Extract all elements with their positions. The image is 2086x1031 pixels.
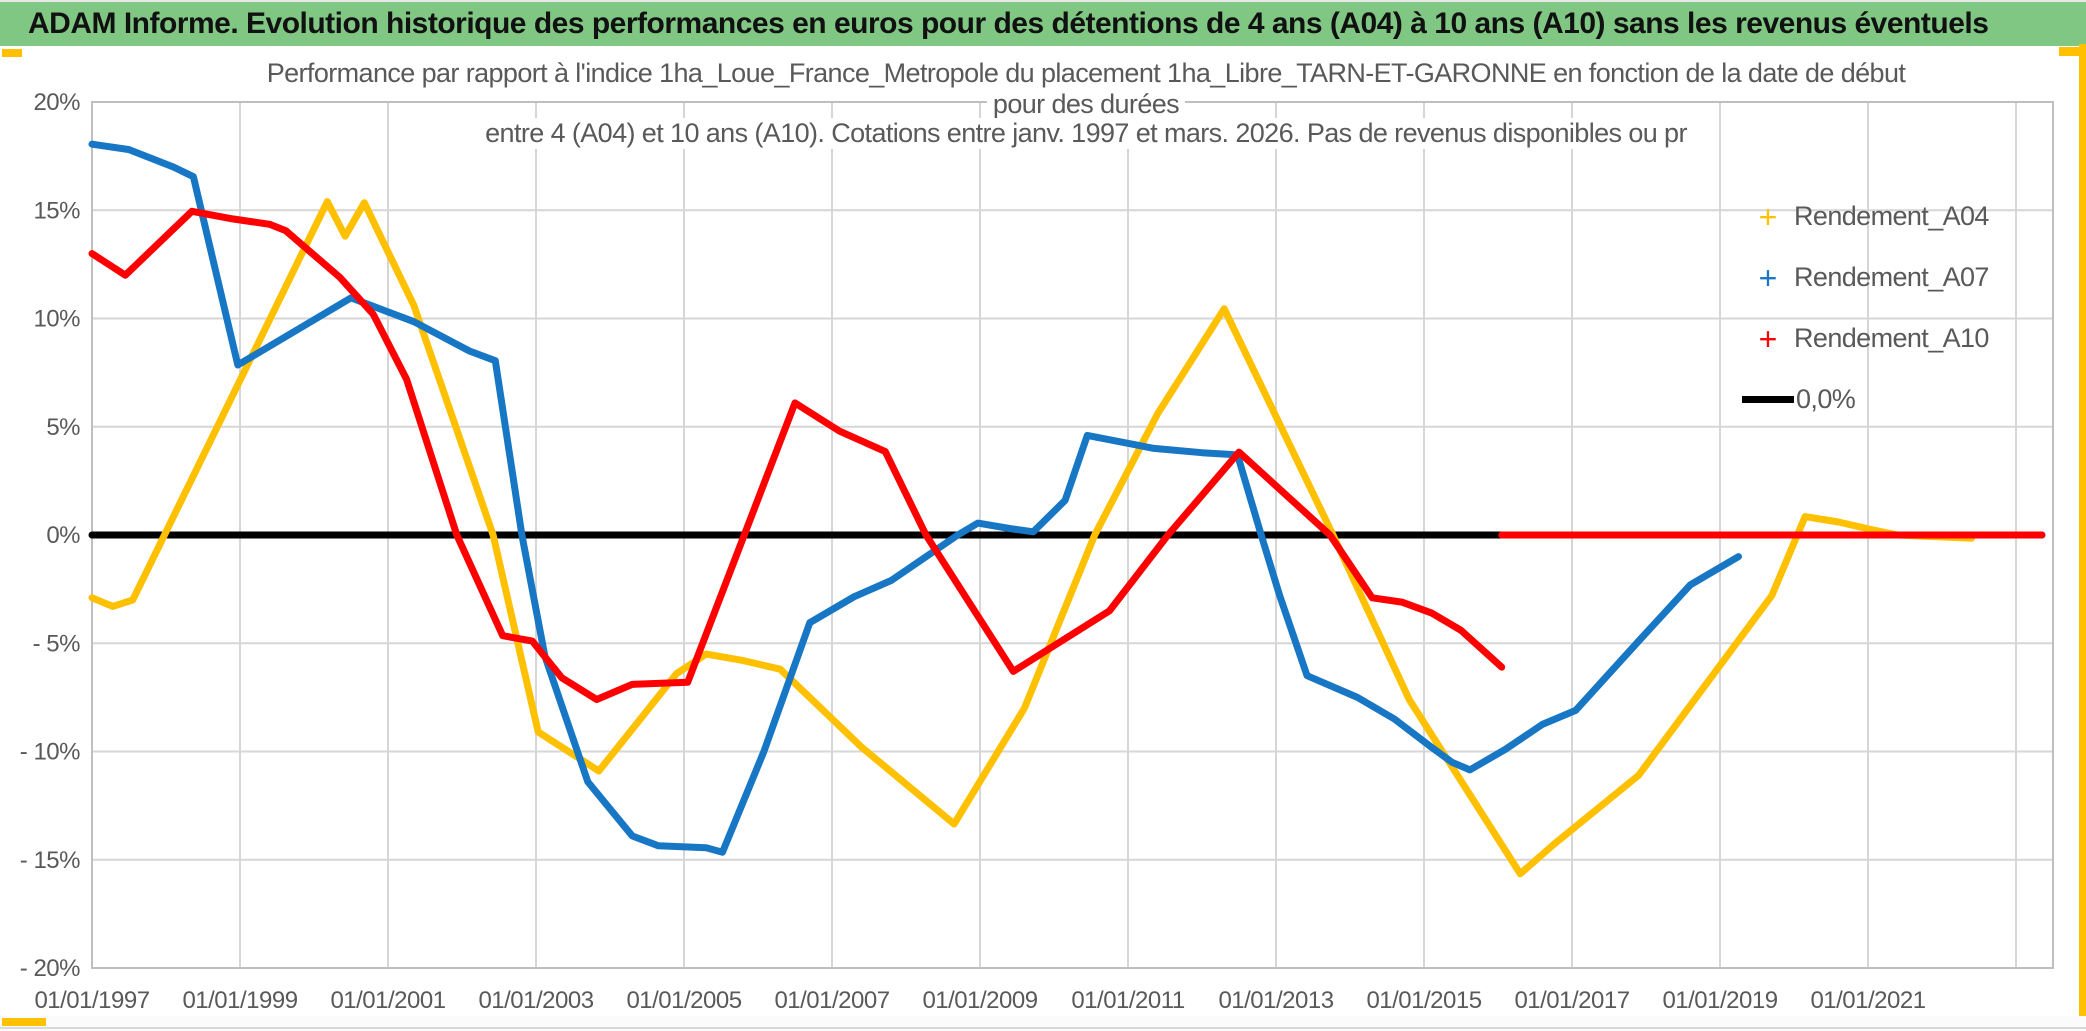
svg-text:5%: 5% — [46, 414, 80, 441]
series-Rendement_A04 — [88, 198, 1976, 878]
svg-text:01/01/1999: 01/01/1999 — [182, 987, 297, 1014]
left-accent-notch — [2, 49, 22, 57]
legend-label: 0,0% — [1796, 384, 1856, 414]
svg-text:01/01/2019: 01/01/2019 — [1662, 987, 1777, 1014]
svg-text:20%: 20% — [33, 89, 80, 116]
svg-text:- 20%: - 20% — [20, 955, 80, 982]
svg-text:01/01/1997: 01/01/1997 — [34, 987, 149, 1014]
plus-marker-icon: + — [1758, 198, 1778, 235]
black-line-icon — [1742, 396, 1794, 403]
legend-label: Rendement_A10 — [1794, 323, 1989, 353]
legend-item-a10: + Rendement_A10 — [1742, 308, 2072, 369]
chart-title-line-2: pour des durées — [986, 89, 1186, 120]
series-Rendement_A07 — [88, 140, 1742, 856]
axis-labels: 20% 15% 10% 5% 0% - 5% - 10% - 15% - 20% 01/01/19… — [20, 89, 1926, 1014]
plus-marker-icon: + — [1758, 320, 1778, 357]
legend-item-a07: + Rendement_A07 — [1742, 247, 2072, 308]
svg-text:01/01/2001: 01/01/2001 — [330, 987, 445, 1014]
legend-item-zero: 0,0% — [1742, 369, 2072, 430]
svg-text:10%: 10% — [33, 306, 80, 333]
svg-text:01/01/2005: 01/01/2005 — [626, 987, 741, 1014]
plus-marker-icon: + — [1758, 259, 1778, 296]
svg-text:01/01/2009: 01/01/2009 — [922, 987, 1037, 1014]
chart-title-line-3: entre 4 (A04) et 10 ans (A10). Cotations… — [479, 118, 1693, 149]
svg-text:01/01/2015: 01/01/2015 — [1366, 987, 1481, 1014]
series-Rendement_A10 — [88, 207, 1506, 703]
svg-text:01/01/2007: 01/01/2007 — [774, 987, 889, 1014]
svg-text:01/01/2011: 01/01/2011 — [1071, 987, 1184, 1014]
svg-text:- 15%: - 15% — [20, 847, 80, 874]
page-title: ADAM Informe. Evolution historique des p… — [28, 7, 1989, 40]
legend-label: Rendement_A07 — [1794, 262, 1989, 292]
svg-text:01/01/2017: 01/01/2017 — [1514, 987, 1629, 1014]
svg-text:- 5%: - 5% — [33, 630, 81, 657]
series-lines — [88, 140, 2046, 878]
bottom-accent-notch — [2, 1018, 46, 1026]
svg-text:0%: 0% — [46, 522, 80, 549]
svg-text:15%: 15% — [33, 197, 80, 224]
chart-legend: + Rendement_A04 + Rendement_A07 + Rendem… — [1742, 186, 2072, 430]
svg-text:- 10%: - 10% — [20, 739, 80, 766]
svg-text:01/01/2021: 01/01/2021 — [1810, 987, 1925, 1014]
legend-label: Rendement_A04 — [1794, 201, 1989, 231]
right-accent-notch — [2059, 47, 2079, 56]
right-accent-strip — [2079, 44, 2086, 1031]
window-title-bar: ADAM Informe. Evolution historique des p… — [0, 0, 2086, 46]
chart-title-line-1: Performance par rapport à l'indice 1ha_L… — [260, 58, 1912, 89]
legend-item-a04: + Rendement_A04 — [1742, 186, 2072, 247]
svg-text:01/01/2003: 01/01/2003 — [478, 987, 593, 1014]
svg-text:01/01/2013: 01/01/2013 — [1218, 987, 1333, 1014]
bottom-edge-line — [0, 1027, 2086, 1029]
